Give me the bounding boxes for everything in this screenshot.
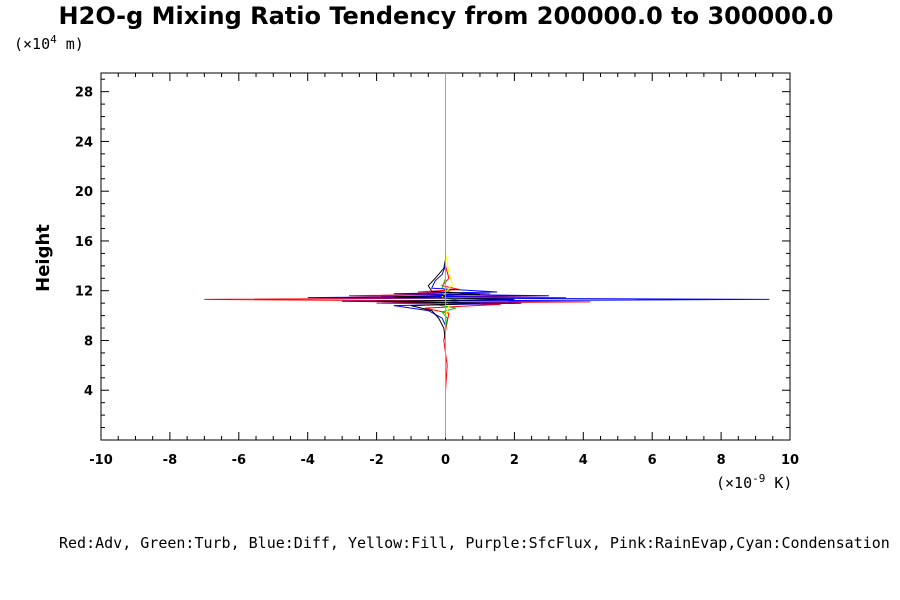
y-tick-label: 8	[84, 334, 93, 349]
x-tick-label: -4	[300, 453, 314, 468]
x-tick-label: 0	[441, 453, 450, 468]
series-line-diff	[307, 73, 770, 438]
series-line-fill	[441, 73, 453, 438]
x-tick-label: 6	[648, 453, 657, 468]
x-tick-label: 10	[781, 453, 799, 468]
y-unit-suffix: m)	[57, 35, 84, 53]
chart-title: H2O-g Mixing Ratio Tendency from 200000.…	[59, 2, 834, 30]
x-unit-exponent: -9	[752, 472, 765, 485]
y-tick-label: 16	[75, 235, 93, 250]
x-unit-prefix: (×10	[716, 474, 752, 492]
plot-series	[204, 73, 770, 438]
x-tick-label: -8	[163, 453, 177, 468]
x-unit-suffix: K)	[765, 474, 792, 492]
y-tick-label: 28	[75, 86, 93, 101]
y-axis-unit: (×104 m)	[14, 33, 84, 53]
y-unit-prefix: (×10	[14, 35, 50, 53]
y-axis-label: Height	[33, 224, 54, 292]
y-tick-label: 24	[75, 135, 93, 150]
series-line-turb	[435, 73, 463, 438]
series-line-adv	[204, 73, 591, 438]
y-tick-label: 4	[84, 384, 93, 399]
x-tick-label: 2	[510, 453, 519, 468]
x-tick-label: -6	[232, 453, 246, 468]
y-tick-label: 12	[75, 285, 93, 300]
x-tick-label: -2	[369, 453, 383, 468]
x-tick-label: 8	[717, 453, 726, 468]
x-axis-unit: (×10-9 K)	[716, 472, 792, 492]
x-tick-label: -10	[89, 453, 113, 468]
y-tick-label: 20	[75, 185, 93, 200]
x-tick-label: 4	[579, 453, 588, 468]
y-unit-exponent: 4	[50, 33, 57, 46]
legend-text: Red:Adv, Green:Turb, Blue:Diff, Yellow:F…	[59, 534, 890, 552]
